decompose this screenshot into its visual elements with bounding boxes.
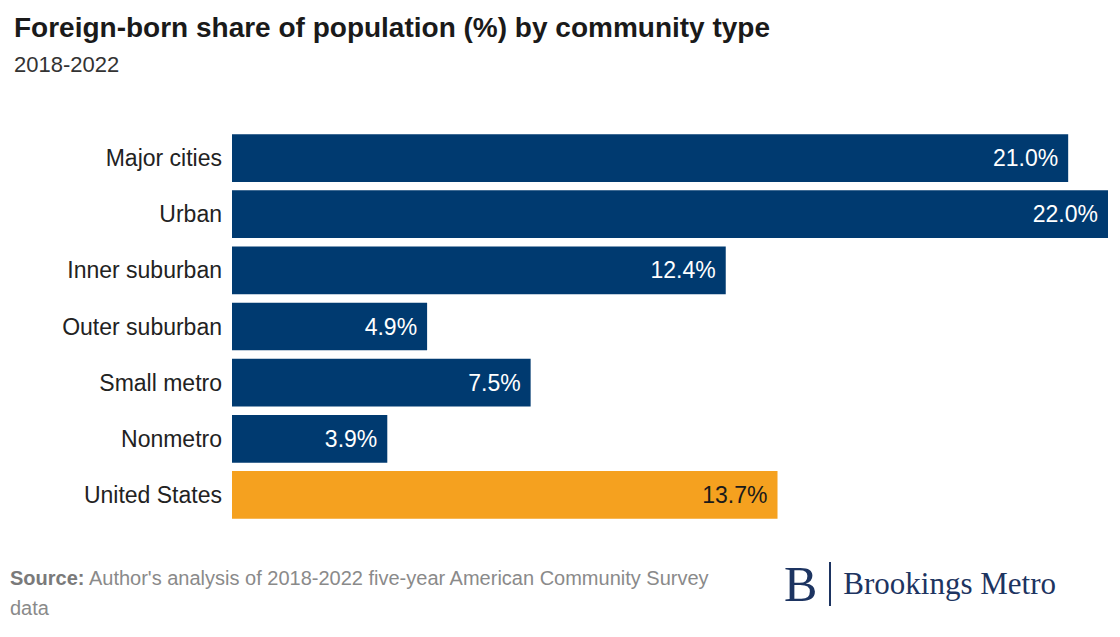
svg-text:Nonmetro: Nonmetro bbox=[121, 426, 222, 452]
svg-text:United States: United States bbox=[84, 482, 222, 508]
svg-text:Major cities: Major cities bbox=[106, 145, 222, 171]
svg-text:Urban: Urban bbox=[159, 201, 222, 227]
svg-text:22.0%: 22.0% bbox=[1033, 201, 1098, 227]
svg-text:7.5%: 7.5% bbox=[468, 370, 520, 396]
svg-text:Foreign-born share of populati: Foreign-born share of population (%) by … bbox=[14, 12, 770, 43]
svg-text:Inner suburban: Inner suburban bbox=[67, 257, 222, 283]
html-text:B: B bbox=[784, 556, 818, 612]
svg-text:13.7%: 13.7% bbox=[702, 482, 767, 508]
svg-text:12.4%: 12.4% bbox=[651, 257, 716, 283]
svg-text:Outer suburban: Outer suburban bbox=[62, 314, 222, 340]
html-text:Source: Author's analysis of 2: Source: Author's analysis of 2018-2022 f… bbox=[10, 567, 709, 619]
svg-text:Small metro: Small metro bbox=[99, 370, 222, 396]
svg-text:4.9%: 4.9% bbox=[365, 314, 417, 340]
html-text:Brookings Metro: Brookings Metro bbox=[843, 566, 1056, 601]
svg-text:2018-2022: 2018-2022 bbox=[14, 52, 119, 77]
svg-text:21.0%: 21.0% bbox=[993, 145, 1058, 171]
svg-text:3.9%: 3.9% bbox=[325, 426, 377, 452]
